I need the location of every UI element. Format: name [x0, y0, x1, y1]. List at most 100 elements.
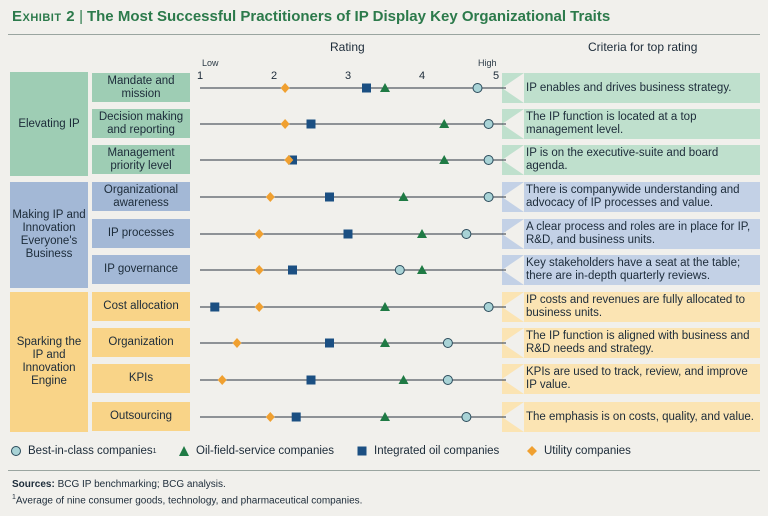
criteria-text: The emphasis is on costs, quality, and v… [526, 410, 754, 423]
trait-ip-governance: IP governance [92, 255, 190, 284]
point-best-in-class-companiesmarker [394, 265, 405, 275]
scale-high-label: High [478, 58, 497, 68]
point-oil-field-service-companiesmarker [439, 155, 450, 164]
point-utility-companiesmarker [265, 412, 275, 422]
sources-text: BCG IP benchmarking; BCG analysis. [57, 479, 226, 490]
legend-item-utility: Utility companies [526, 445, 631, 457]
legend-item-integrated-oil: Integrated oil companies [356, 445, 499, 457]
criteria-text: Key stakeholders have a seat at the tabl… [526, 257, 741, 282]
x-tick-2: 2 [271, 70, 278, 82]
legend-label: Integrated oil companies [374, 445, 500, 457]
point-integrated-oil-companiesmarker [325, 192, 334, 202]
criteria-box: The IP function is aligned with business… [502, 328, 760, 358]
point-oil-field-service-companiesmarker [417, 229, 427, 238]
point-utility-companiesmarker [265, 192, 275, 202]
point-oil-field-service-companiesmarker [380, 338, 390, 347]
x-tick-1: 1 [197, 70, 204, 82]
criteria-header: Criteria for top rating [588, 40, 698, 54]
criteria-box: IP enables and drives business strategy. [502, 73, 760, 103]
point-integrated-oil-companiesmarker [306, 119, 316, 129]
legend-label: Utility companies [544, 445, 631, 457]
x-tick-5: 5 [493, 70, 500, 82]
title-rule [8, 34, 760, 35]
point-utility-companiesmarker [280, 83, 290, 93]
exhibit-number: Exhibit 2 [12, 8, 76, 25]
legend-footnote-ref: 1 [152, 447, 157, 455]
criteria-box: KPIs are used to track, review, and impr… [502, 364, 760, 394]
sources-label: Sources: [12, 479, 55, 490]
criteria-box: IP is on the executive-suite and board a… [502, 145, 760, 175]
point-best-in-class-companiesmarker [483, 119, 494, 129]
point-best-in-class-companiesmarker [483, 302, 494, 312]
square-marker-icon [357, 446, 367, 456]
point-utility-companiesmarker [254, 229, 264, 239]
criteria-box: IP costs and revenues are fully allocate… [502, 292, 760, 322]
point-oil-field-service-companiesmarker [398, 192, 409, 201]
trait-outsourcing: Outsourcing [92, 402, 190, 431]
criteria-box: The emphasis is on costs, quality, and v… [502, 402, 760, 432]
criteria-box: A clear process and roles are in place f… [502, 219, 760, 249]
footnote-number: 1 [12, 494, 16, 501]
group-elevating-ip: Elevating IP [10, 72, 88, 176]
point-oil-field-service-companiesmarker [380, 412, 390, 421]
point-best-in-class-companiesmarker [442, 338, 453, 348]
point-oil-field-service-companiesmarker [417, 265, 427, 274]
point-best-in-class-companiesmarker [461, 412, 472, 422]
criteria-box: There is companywide understanding and a… [502, 182, 760, 212]
point-integrated-oil-companiesmarker [343, 229, 353, 239]
criteria-box: Key stakeholders have a seat at the tabl… [502, 255, 760, 285]
group-making-ip-everyones-business: Making IP and Innovation Everyone's Busi… [10, 182, 88, 288]
group-sparking-engine: Sparking the IP and Innovation Engine [10, 292, 88, 432]
point-oil-field-service-companiesmarker [380, 83, 390, 92]
criteria-box: The IP function is located at a top mana… [502, 109, 760, 139]
title-separator: | [79, 8, 83, 25]
criteria-text: There is companywide understanding and a… [526, 184, 740, 209]
exhibit-title: Exhibit 2 | The Most Successful Practition… [12, 8, 610, 25]
point-oil-field-service-companiesmarker [380, 302, 390, 311]
circle-marker-icon [11, 446, 21, 456]
legend-item-best-in-class: Best-in-class companies 1 [10, 445, 157, 457]
point-utility-companiesmarker [217, 375, 227, 385]
legend-label: Best-in-class companies [28, 445, 153, 457]
point-best-in-class-companiesmarker [483, 192, 494, 202]
point-utility-companiesmarker [280, 119, 290, 129]
criteria-text: KPIs are used to track, review, and impr… [526, 366, 748, 391]
trait-mandate-and-mission: Mandate and mission [92, 73, 190, 102]
point-integrated-oil-companiesmarker [362, 83, 371, 93]
criteria-text: A clear process and roles are in place f… [526, 221, 751, 246]
point-integrated-oil-companiesmarker [210, 302, 220, 312]
legend-item-oil-field-service: Oil-field-service companies [178, 445, 334, 457]
x-tick-4: 4 [419, 70, 426, 82]
trait-decision-making-and-reporting: Decision making and reporting [92, 109, 190, 138]
footnote-text: Average of nine consumer goods, technolo… [15, 495, 363, 507]
criteria-text: The IP function is aligned with business… [526, 330, 750, 355]
point-best-in-class-companiesmarker [442, 375, 453, 385]
scale-low-label: Low [202, 58, 219, 68]
legend-label: Oil-field-service companies [196, 445, 335, 457]
criteria-text: IP costs and revenues are fully allocate… [526, 294, 746, 319]
point-integrated-oil-companiesmarker [325, 338, 334, 348]
point-oil-field-service-companiesmarker [439, 119, 450, 128]
footnote: 1Average of nine consumer goods, technol… [12, 494, 362, 506]
title-text: The Most Successful Practitioners of IP … [86, 8, 611, 25]
point-utility-companiesmarker [284, 155, 294, 165]
trait-management-priority-level: Management priority level [92, 145, 190, 174]
criteria-text: The IP function is located at a top mana… [526, 111, 697, 136]
trait-kpis: KPIs [92, 364, 190, 393]
rating-header: Rating [330, 40, 365, 54]
point-integrated-oil-companiesmarker [288, 265, 297, 275]
criteria-text: IP enables and drives business strategy. [526, 81, 732, 94]
legend: Best-in-class companies 1 Oil-field-servi… [10, 445, 760, 461]
criteria-text: IP is on the executive-suite and board a… [526, 147, 719, 172]
point-oil-field-service-companiesmarker [398, 375, 409, 384]
trait-ip-processes: IP processes [92, 219, 190, 248]
point-integrated-oil-companiesmarker [306, 375, 316, 385]
x-tick-3: 3 [345, 70, 352, 82]
point-best-in-class-companiesmarker [472, 83, 483, 93]
point-utility-companiesmarker [232, 338, 242, 348]
point-utility-companiesmarker [254, 265, 264, 275]
point-best-in-class-companiesmarker [461, 229, 472, 239]
triangle-marker-icon [179, 446, 189, 456]
point-integrated-oil-companiesmarker [291, 412, 301, 422]
